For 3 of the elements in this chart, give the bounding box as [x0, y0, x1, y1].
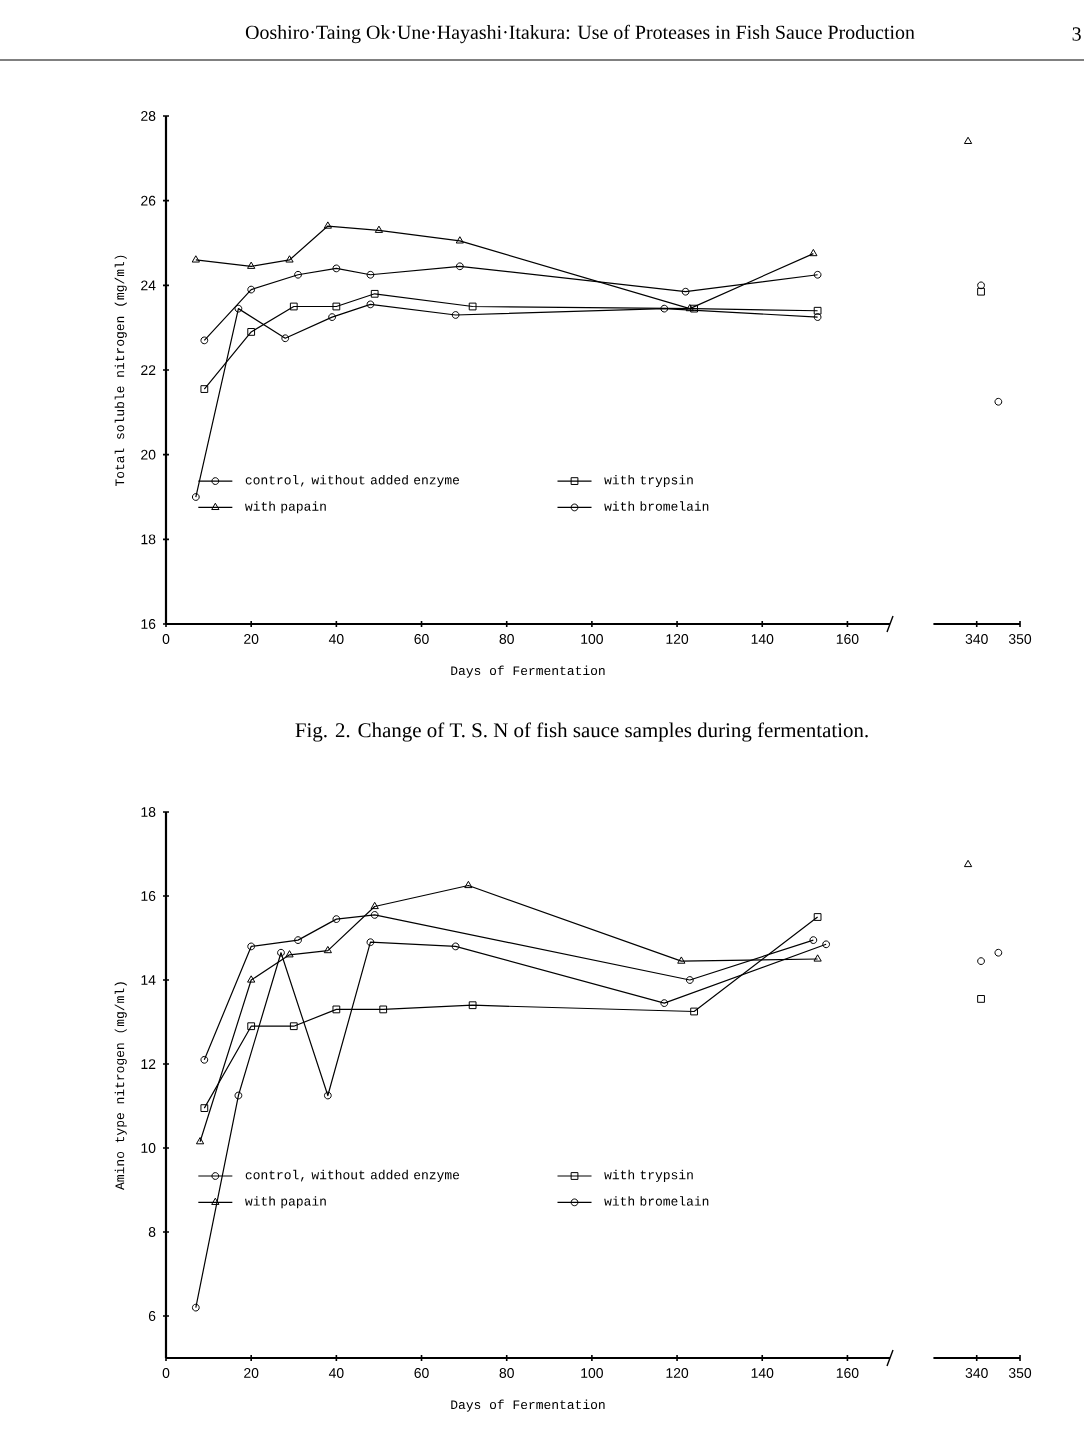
caption: Fig. 2. Change of T. S. N of fish sauce samples during fermentation. [295, 722, 868, 742]
text: Ooshiro·Taing Ok·Une·Hayashi·Itakura: Use of Proteases in Fish Sauce Production [245, 24, 915, 44]
text: 3 [1072, 27, 1081, 41]
